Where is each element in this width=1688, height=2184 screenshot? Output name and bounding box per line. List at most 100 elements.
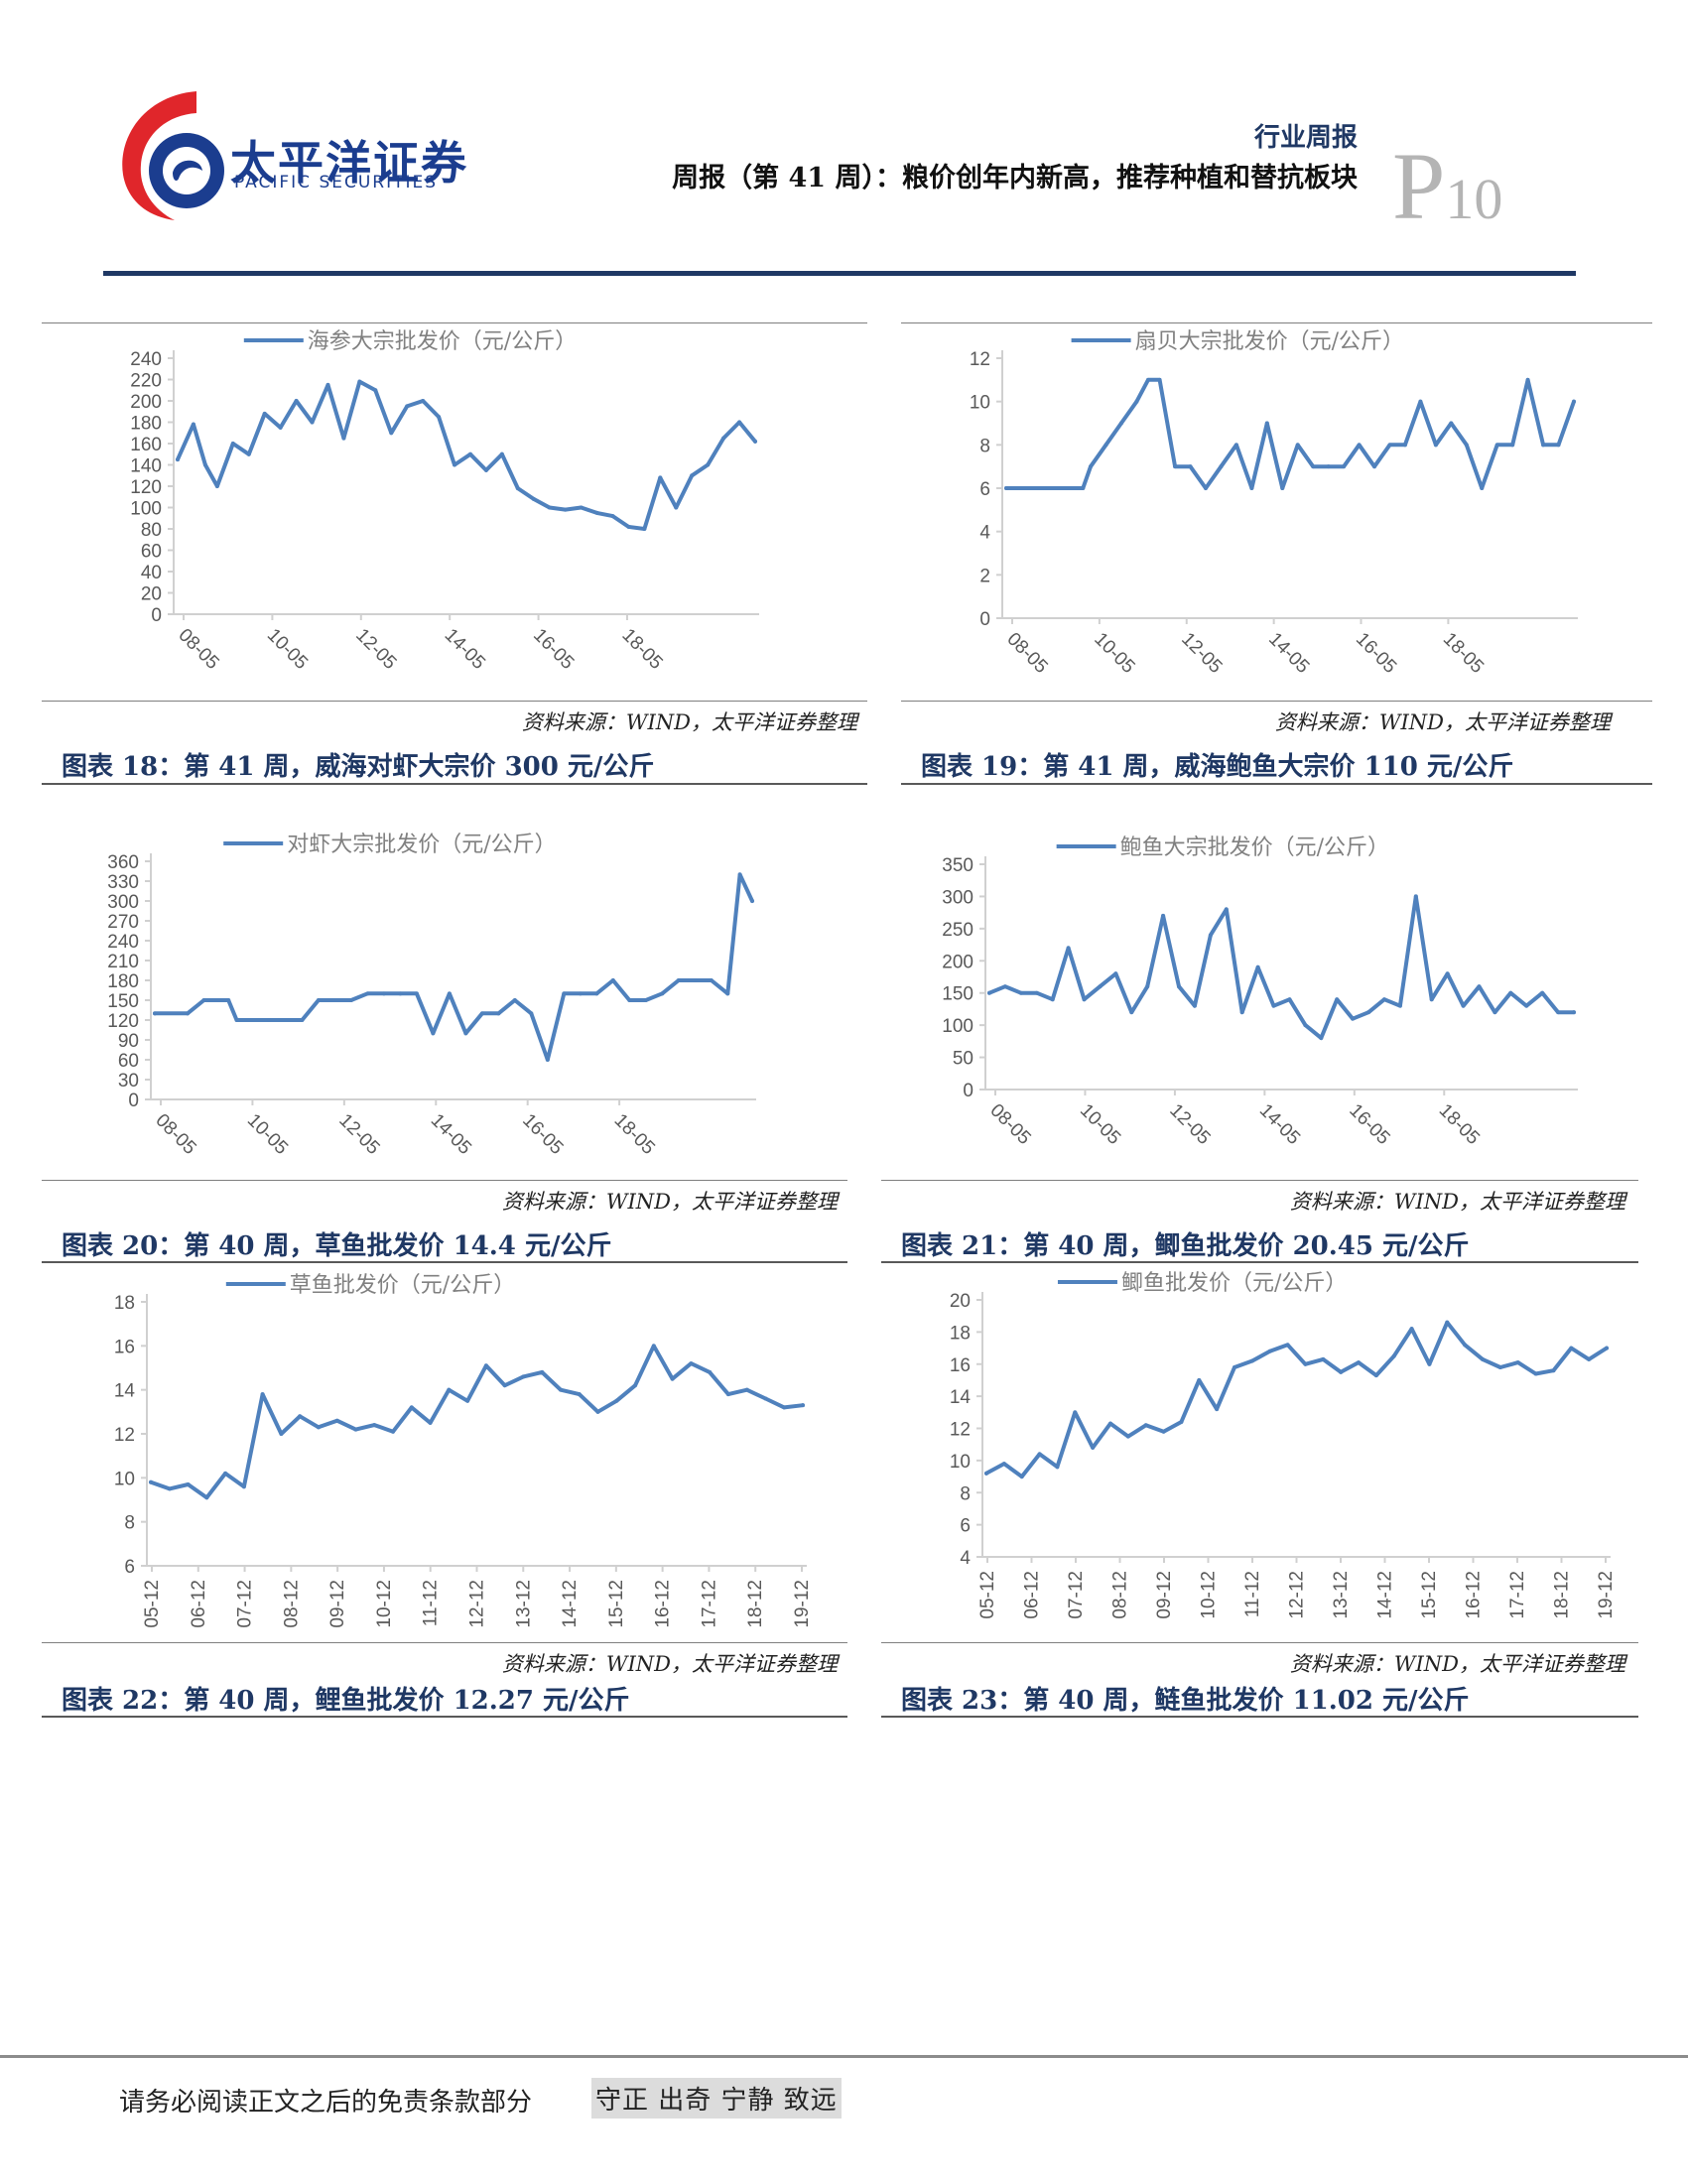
y-tick-label: 300: [107, 892, 139, 913]
data-point: [651, 1344, 656, 1349]
y-tick-label: 2: [979, 566, 990, 586]
data-point: [1445, 971, 1450, 976]
data-point: [1342, 464, 1347, 469]
x-tick-label: 19-12: [1596, 1571, 1617, 1619]
data-point: [690, 473, 695, 478]
data-point: [1219, 464, 1224, 469]
figure-caption-rule: [42, 1716, 847, 1718]
data-point: [1357, 443, 1362, 448]
data-point: [531, 496, 536, 501]
page-prefix: P: [1392, 133, 1446, 239]
figure-top-rule: [901, 322, 1652, 323]
data-point: [316, 998, 321, 1002]
data-point: [1082, 997, 1087, 1002]
x-tick-label: 19-12: [792, 1580, 813, 1628]
y-tick-label: 240: [107, 932, 139, 953]
data-point: [483, 1363, 488, 1368]
figure-source-rule: [901, 701, 1652, 702]
data-point: [1461, 1003, 1466, 1008]
data-point: [627, 998, 632, 1002]
x-tick-label: 07-12: [235, 1580, 256, 1628]
data-point: [984, 1471, 988, 1476]
data-point: [453, 462, 457, 467]
data-point: [689, 1361, 694, 1366]
series-line: [1004, 377, 1576, 490]
data-point: [709, 978, 714, 982]
data-point: [1161, 913, 1166, 918]
data-point: [614, 1398, 619, 1403]
data-point: [267, 1018, 272, 1022]
x-tick-label: 08-12: [281, 1580, 302, 1628]
data-point: [1271, 1003, 1276, 1008]
source-note: 资料来源：WIND，太平洋证券整理: [1289, 1190, 1625, 1214]
y-tick-label: 30: [118, 1071, 139, 1092]
y-tick-label: 90: [118, 1031, 139, 1052]
footer-disclaimer: 请务必阅读正文之后的免责条款部分: [119, 2088, 533, 2118]
data-point: [1311, 464, 1316, 469]
x-tick-label: 18-12: [1552, 1571, 1573, 1619]
data-point: [1255, 964, 1260, 969]
data-point: [1409, 1327, 1414, 1332]
y-tick-label: 8: [960, 1483, 971, 1504]
y-tick-label: 200: [942, 952, 974, 972]
x-tick-label: 10-12: [374, 1580, 395, 1628]
data-point: [558, 1387, 563, 1392]
x-tick-label: 06-12: [189, 1580, 209, 1628]
data-point: [1145, 984, 1150, 989]
data-point: [1494, 443, 1499, 448]
figure-source-rule: [42, 701, 867, 702]
x-tick-label: 11-12: [421, 1580, 442, 1626]
data-point: [202, 462, 207, 467]
x-tick-label: 18-12: [745, 1580, 766, 1628]
y-tick-label: 60: [118, 1051, 139, 1072]
legend-label: 鲫鱼批发价（元/公斤）: [1121, 1271, 1347, 1296]
data-point: [414, 991, 419, 996]
legend-label: 鲍鱼大宗批发价（元/公斤）: [1120, 835, 1389, 860]
source-note: 资料来源：WIND，太平洋证券整理: [1274, 710, 1611, 734]
data-point: [1037, 1452, 1042, 1457]
data-point: [204, 1495, 209, 1500]
data-point: [431, 1031, 436, 1036]
data-point: [737, 872, 742, 877]
data-point: [512, 998, 517, 1002]
y-tick-label: 80: [141, 520, 162, 541]
data-point: [1055, 1465, 1060, 1470]
y-tick-label: 240: [130, 349, 162, 370]
data-point: [1034, 990, 1039, 995]
y-tick-label: 10: [114, 1469, 135, 1489]
data-point: [234, 1018, 239, 1022]
y-tick-label: 18: [114, 1293, 135, 1314]
y-tick-label: 180: [130, 414, 162, 435]
legend-label: 对虾大宗批发价（元/公斤）: [287, 833, 556, 857]
data-point: [1480, 486, 1485, 490]
data-point: [1339, 1369, 1344, 1374]
y-tick-label: 350: [942, 855, 974, 876]
data-point: [987, 990, 991, 995]
data-point: [1001, 1462, 1006, 1467]
x-tick-label: 12-12: [467, 1580, 488, 1628]
data-point: [1197, 1377, 1202, 1382]
x-tick-label: 14-12: [1375, 1571, 1396, 1619]
data-point: [1387, 443, 1392, 448]
data-point: [1089, 464, 1094, 469]
data-point: [801, 1403, 805, 1408]
data-point: [1073, 1410, 1078, 1415]
data-point: [1249, 486, 1254, 490]
data-point: [1351, 1016, 1356, 1021]
data-point: [421, 399, 426, 403]
x-tick-label: 09-12: [327, 1580, 348, 1628]
data-point: [372, 1423, 377, 1428]
data-point: [1427, 1361, 1432, 1366]
source-note: 资料来源：WIND，太平洋证券整理: [501, 1190, 838, 1214]
data-point: [1541, 443, 1546, 448]
data-point: [1066, 946, 1071, 951]
data-point: [1264, 421, 1269, 426]
data-point: [479, 1011, 484, 1016]
data-point: [1143, 1423, 1148, 1428]
y-tick-label: 140: [130, 456, 162, 477]
data-point: [1373, 1373, 1378, 1378]
data-point: [1215, 1407, 1220, 1412]
